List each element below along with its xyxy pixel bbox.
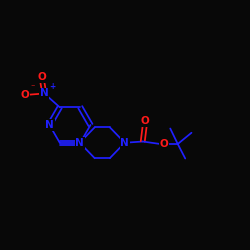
Text: O: O [160, 139, 168, 149]
Text: ⁻: ⁻ [30, 83, 35, 92]
Text: N: N [120, 138, 129, 148]
Text: N: N [40, 88, 48, 99]
Text: +: + [49, 82, 55, 91]
Text: O: O [20, 90, 30, 100]
Text: O: O [140, 116, 149, 126]
Text: N: N [76, 138, 84, 148]
Text: N: N [45, 120, 54, 130]
Text: O: O [38, 72, 46, 82]
